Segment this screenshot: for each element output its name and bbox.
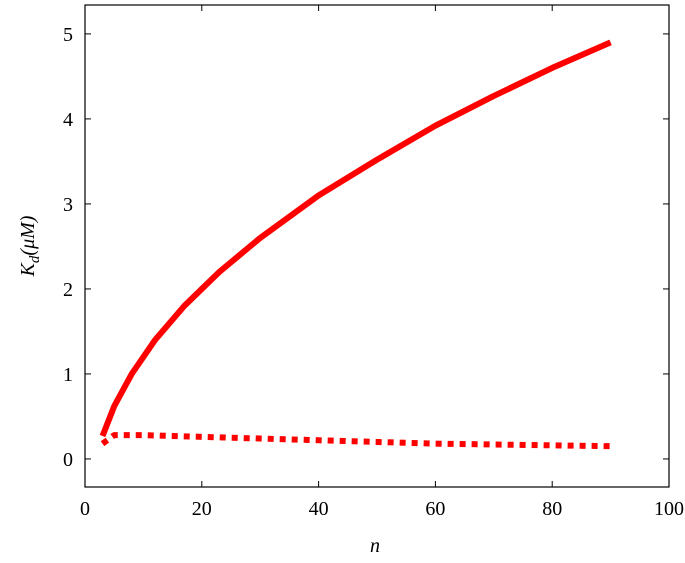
x-tick-label: 60 — [425, 498, 445, 520]
y-label-unit: (μM) — [17, 215, 39, 255]
plot-frame — [84, 4, 670, 488]
x-tick-label: 80 — [542, 498, 562, 520]
x-tick-label: 20 — [192, 498, 212, 520]
x-tick-label: 0 — [80, 498, 90, 520]
y-tick-label: 4 — [63, 109, 73, 131]
x-tick-label: 40 — [309, 498, 329, 520]
y-tick-label: 0 — [63, 449, 73, 471]
y-tick-label: 5 — [63, 24, 73, 46]
x-tick-label: 100 — [654, 498, 684, 520]
line-series — [100, 432, 611, 450]
y-label-main: K — [17, 261, 39, 277]
y-label-sub: d — [27, 255, 43, 263]
y-tick-label: 2 — [63, 279, 73, 301]
y-tick-label: 3 — [63, 194, 73, 216]
line-series — [99, 39, 612, 438]
y-tick-label: 1 — [63, 364, 73, 386]
x-axis-label: n — [370, 535, 380, 557]
y-axis-label: Kd(μM) — [17, 215, 43, 277]
